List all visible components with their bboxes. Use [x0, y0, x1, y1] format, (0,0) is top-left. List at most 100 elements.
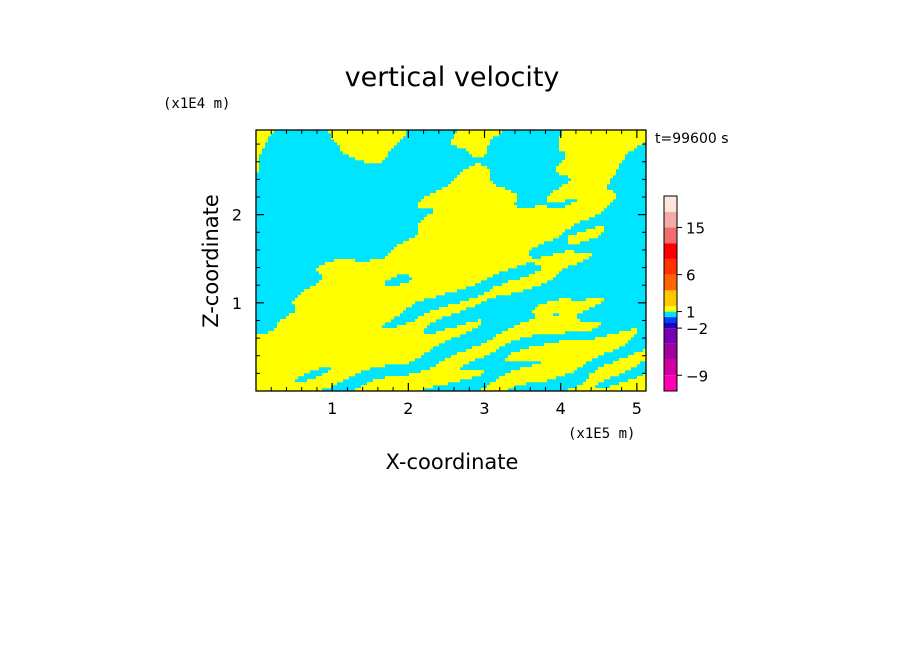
field-cell-positive	[583, 382, 598, 386]
field-cell-positive	[559, 187, 607, 191]
field-cell-positive	[373, 379, 460, 383]
field-cell-positive	[298, 295, 436, 299]
field-cell-positive	[568, 175, 613, 179]
field-cell-positive	[394, 247, 532, 251]
field-cell-positive	[589, 373, 619, 377]
field-cell-positive	[490, 289, 523, 293]
field-cell-positive	[388, 253, 529, 257]
field-cell-positive	[256, 148, 262, 152]
field-cell-positive	[280, 319, 391, 323]
field-cell-positive	[568, 241, 580, 245]
field-cell-positive	[577, 385, 595, 389]
field-cell-positive	[568, 238, 589, 242]
field-cell-positive	[637, 376, 646, 380]
x-tick-label-5: 5	[632, 399, 642, 418]
field-cell-positive	[541, 265, 568, 269]
colorbar-label: −9	[686, 367, 708, 385]
colorbar-bin	[664, 243, 677, 259]
field-cell-positive	[418, 223, 574, 227]
field-cell-positive	[256, 349, 430, 353]
colorbar-bin	[664, 196, 677, 212]
field-cell-positive	[505, 373, 565, 377]
field-cell-positive	[349, 154, 388, 158]
field-cell-positive	[457, 325, 478, 329]
field-cell-positive	[418, 205, 517, 209]
field-cell-positive	[436, 190, 511, 194]
field-cell-positive	[409, 274, 493, 278]
field-cell-positive	[256, 376, 298, 380]
field-cell-positive	[451, 355, 484, 359]
field-cell-positive	[544, 343, 625, 347]
field-cell-positive	[466, 349, 496, 353]
field-cell-positive	[559, 298, 571, 302]
field-cell-positive	[355, 388, 424, 391]
field-cell-positive	[508, 355, 598, 359]
field-cell-positive	[457, 145, 487, 149]
field-cell-positive	[586, 298, 604, 302]
field-cell-positive	[559, 172, 616, 176]
field-cell-positive	[502, 331, 565, 335]
field-cell-positive	[319, 265, 517, 269]
field-cell-positive	[256, 370, 310, 374]
field-cell-positive	[565, 151, 628, 155]
field-cell-positive	[322, 277, 391, 281]
field-cell-positive	[520, 367, 577, 371]
field-cell-positive	[532, 364, 583, 368]
field-cell-positive	[319, 271, 499, 275]
field-cell-positive	[334, 139, 400, 143]
field-cell-positive	[445, 358, 475, 362]
x-tick-label-4: 4	[556, 399, 566, 418]
field-cell-positive	[496, 379, 547, 383]
field-cell-positive	[364, 160, 382, 164]
field-cell-positive	[535, 307, 589, 311]
field-cell-positive	[256, 352, 424, 356]
field-cell-positive	[256, 346, 433, 350]
field-cell-positive	[487, 385, 514, 389]
field-cell-positive	[451, 142, 490, 146]
field-cell-positive	[310, 286, 466, 290]
colorbar-label: −2	[686, 320, 708, 338]
field-cell-positive	[568, 181, 610, 185]
field-cell-positive	[586, 379, 604, 383]
field-cell-positive	[535, 271, 559, 275]
field-cell-positive	[460, 301, 481, 305]
field-cell-positive	[556, 169, 616, 173]
field-cell-positive	[451, 181, 493, 185]
field-cell-positive	[532, 310, 583, 314]
field-cell-positive	[277, 325, 382, 329]
y-tick-label-1: 1	[232, 294, 242, 313]
field-cell-positive	[442, 187, 505, 191]
colorbar-bin	[664, 359, 677, 376]
field-cell-positive	[478, 319, 481, 323]
field-cell-positive	[331, 133, 406, 137]
field-cell-positive	[337, 142, 397, 146]
field-cell-positive	[316, 283, 385, 287]
field-cell-positive	[256, 337, 451, 341]
colorbar-bin	[664, 317, 677, 323]
field-cell-positive	[553, 253, 592, 257]
field-cell-positive	[535, 205, 547, 209]
field-cell-positive	[256, 361, 409, 365]
field-cell-positive	[421, 370, 484, 374]
field-cell-positive	[457, 175, 490, 179]
field-cell-positive	[514, 325, 598, 329]
field-cell-positive	[559, 163, 619, 167]
field-cell-positive	[508, 328, 592, 332]
field-cell-positive	[604, 364, 637, 368]
field-cell-positive	[256, 340, 445, 344]
field-cell-positive	[628, 379, 646, 383]
field-cell-positive	[256, 358, 415, 362]
field-cell-positive	[541, 361, 586, 365]
field-cell-positive	[493, 337, 520, 341]
field-cell-positive	[484, 292, 511, 296]
x-tick-label-3: 3	[479, 399, 489, 418]
field-cell-positive	[316, 268, 508, 272]
field-cell-positive	[466, 148, 487, 152]
field-cell-positive	[304, 289, 457, 293]
field-cell-positive	[391, 250, 529, 254]
field-cell-positive	[295, 304, 412, 308]
field-cell-positive	[475, 163, 481, 167]
field-cell-positive	[556, 166, 619, 170]
field-cell-positive	[424, 196, 517, 200]
field-cell-positive	[433, 211, 601, 215]
